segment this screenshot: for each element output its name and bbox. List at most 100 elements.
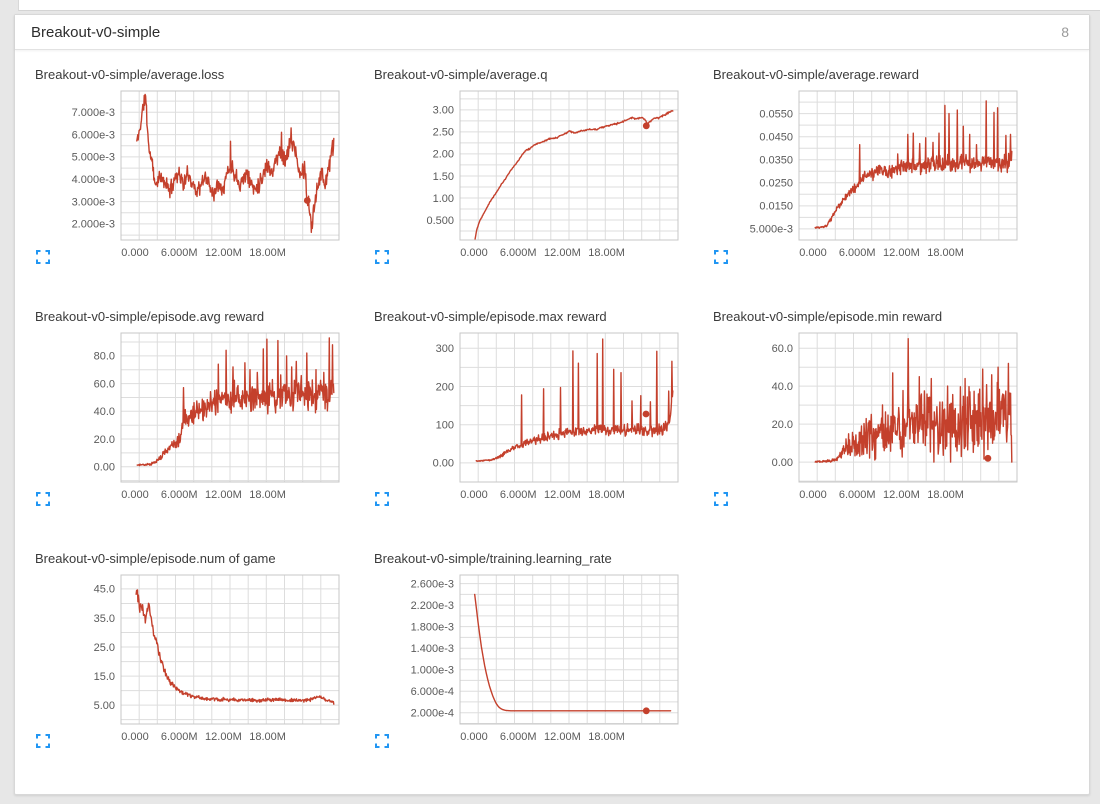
x-tick-label: 12.00M bbox=[883, 489, 920, 501]
line-chart-plot[interactable]: 2.600e-3 2.200e-3 1.800e-3 1.400e-3 1.000e-3… bbox=[374, 569, 706, 749]
series-line bbox=[136, 337, 335, 467]
chart-card: Breakout-v0-simple/average.q 3.00 2.50 2.0… bbox=[374, 61, 706, 299]
expand-icon bbox=[375, 734, 389, 748]
final-value-dot bbox=[303, 197, 311, 204]
x-tick-label: 18.00M bbox=[927, 489, 964, 501]
chart-title: Breakout-v0-simple/average.reward bbox=[713, 67, 919, 82]
y-tick-label: 35.0 bbox=[94, 613, 115, 625]
x-tick-label: 6.000M bbox=[161, 731, 198, 743]
series-line bbox=[136, 93, 335, 234]
x-tick-label: 12.00M bbox=[883, 247, 920, 259]
final-value-dot bbox=[642, 410, 650, 418]
expand-chart-button[interactable] bbox=[714, 249, 730, 265]
expand-icon bbox=[714, 250, 728, 264]
line-chart-plot[interactable]: 60.0 40.0 20.0 0.00 0.000 6.000M 12.00M 18.00M bbox=[713, 327, 1045, 507]
expand-chart-button[interactable] bbox=[36, 733, 52, 749]
y-tick-label: 20.0 bbox=[94, 434, 115, 446]
y-tick-label: 2.000e-3 bbox=[72, 219, 115, 231]
chart-card: Breakout-v0-simple/average.loss 7.000e-3… bbox=[35, 61, 367, 299]
x-tick-label: 18.00M bbox=[249, 731, 286, 743]
x-tick-label: 6.000M bbox=[161, 247, 198, 259]
y-tick-label: 0.0250 bbox=[759, 178, 793, 190]
expand-icon bbox=[375, 250, 389, 264]
y-tick-label: 0.00 bbox=[772, 457, 793, 469]
y-tick-label: 3.000e-3 bbox=[72, 196, 115, 208]
series-line bbox=[814, 100, 1013, 229]
y-tick-label: 0.500 bbox=[426, 215, 454, 227]
y-tick-label: 1.000e-3 bbox=[411, 665, 454, 677]
line-chart-plot[interactable]: 300 200 100 0.00 0.000 6.000M 12.00M 18.00M bbox=[374, 327, 706, 507]
y-tick-label: 2.00 bbox=[433, 149, 454, 161]
y-tick-label: 15.0 bbox=[94, 671, 115, 683]
expand-chart-button[interactable] bbox=[36, 249, 52, 265]
y-tick-label: 300 bbox=[436, 343, 454, 355]
y-tick-label: 7.000e-3 bbox=[72, 107, 115, 119]
x-tick-label: 12.00M bbox=[544, 731, 581, 743]
y-tick-label: 20.0 bbox=[772, 419, 793, 431]
x-tick-label: 0.000 bbox=[121, 489, 149, 501]
x-tick-label: 6.000M bbox=[500, 489, 537, 501]
expand-chart-button[interactable] bbox=[714, 491, 730, 507]
line-chart-plot[interactable]: 45.0 35.0 25.0 15.0 5.00 0.000 6.000M 12.00M 18.… bbox=[35, 569, 367, 749]
chart-count-badge: 8 bbox=[1061, 24, 1069, 40]
chart-card: Breakout-v0-simple/episode.max reward 30… bbox=[374, 303, 706, 541]
series-line bbox=[474, 593, 672, 712]
y-tick-label: 2.600e-3 bbox=[411, 578, 454, 590]
y-tick-label: 0.0350 bbox=[759, 155, 793, 167]
expand-chart-button[interactable] bbox=[375, 249, 391, 265]
y-tick-label: 5.000e-3 bbox=[72, 152, 115, 164]
expand-icon bbox=[36, 734, 50, 748]
series-line bbox=[474, 110, 674, 240]
chart-card: Breakout-v0-simple/episode.min reward 60… bbox=[713, 303, 1045, 541]
y-tick-label: 2.200e-3 bbox=[411, 600, 454, 612]
line-chart-plot[interactable]: 80.0 60.0 40.0 20.0 0.00 0.000 6.000M 12.00M 18.… bbox=[35, 327, 367, 507]
y-tick-label: 6.000e-3 bbox=[72, 129, 115, 141]
x-tick-label: 6.000M bbox=[839, 247, 876, 259]
x-tick-label: 0.000 bbox=[121, 247, 149, 259]
expand-chart-button[interactable] bbox=[375, 491, 391, 507]
category-card: Breakout-v0-simple 8 Breakout-v0-simple/… bbox=[14, 14, 1090, 795]
chart-title: Breakout-v0-simple/average.q bbox=[374, 67, 548, 82]
y-tick-label: 60.0 bbox=[94, 378, 115, 390]
series-line bbox=[475, 338, 674, 463]
x-tick-label: 6.000M bbox=[500, 731, 537, 743]
y-tick-label: 5.00 bbox=[94, 700, 115, 712]
expand-chart-button[interactable] bbox=[36, 491, 52, 507]
y-tick-label: 25.0 bbox=[94, 642, 115, 654]
expand-icon bbox=[714, 492, 728, 506]
y-tick-label: 100 bbox=[436, 420, 454, 432]
x-tick-label: 18.00M bbox=[249, 247, 286, 259]
line-chart-plot[interactable]: 3.00 2.50 2.00 1.50 1.00 0.500 0.000 6.000M 12.0… bbox=[374, 85, 706, 265]
x-tick-label: 12.00M bbox=[205, 247, 242, 259]
chart-title: Breakout-v0-simple/episode.num of game bbox=[35, 551, 276, 566]
chart-card: Breakout-v0-simple/training.learning_rat… bbox=[374, 545, 706, 783]
y-tick-label: 2.000e-4 bbox=[411, 708, 454, 720]
chart-title: Breakout-v0-simple/episode.max reward bbox=[374, 309, 607, 324]
expand-icon bbox=[36, 250, 50, 264]
x-tick-label: 18.00M bbox=[588, 489, 625, 501]
chart-title: Breakout-v0-simple/average.loss bbox=[35, 67, 225, 82]
line-chart-plot[interactable]: 7.000e-3 6.000e-3 5.000e-3 4.000e-3 3.000e-3… bbox=[35, 85, 367, 265]
chart-card: Breakout-v0-simple/episode.avg reward 80… bbox=[35, 303, 367, 541]
x-tick-label: 12.00M bbox=[205, 731, 242, 743]
y-tick-label: 4.000e-3 bbox=[72, 174, 115, 186]
expand-icon bbox=[375, 492, 389, 506]
chart-title: Breakout-v0-simple/training.learning_rat… bbox=[374, 551, 612, 566]
y-tick-label: 1.800e-3 bbox=[411, 621, 454, 633]
x-tick-label: 18.00M bbox=[927, 247, 964, 259]
line-chart-plot[interactable]: 0.0550 0.0450 0.0350 0.0250 0.0150 5.000e-3 0.… bbox=[713, 85, 1045, 265]
x-tick-label: 12.00M bbox=[544, 489, 581, 501]
x-tick-label: 0.000 bbox=[460, 247, 488, 259]
final-value-dot bbox=[642, 122, 650, 130]
x-tick-label: 6.000M bbox=[839, 489, 876, 501]
previous-section-bottom-edge bbox=[18, 0, 1100, 11]
x-tick-label: 0.000 bbox=[799, 489, 827, 501]
category-header[interactable]: Breakout-v0-simple 8 bbox=[15, 15, 1089, 50]
y-tick-label: 0.0450 bbox=[759, 132, 793, 144]
expand-chart-button[interactable] bbox=[375, 733, 391, 749]
chart-grid: Breakout-v0-simple/average.loss 7.000e-3… bbox=[15, 50, 1089, 790]
y-tick-label: 45.0 bbox=[94, 584, 115, 596]
series-line bbox=[135, 589, 335, 705]
y-tick-label: 40.0 bbox=[94, 406, 115, 418]
chart-title: Breakout-v0-simple/episode.min reward bbox=[713, 309, 943, 324]
